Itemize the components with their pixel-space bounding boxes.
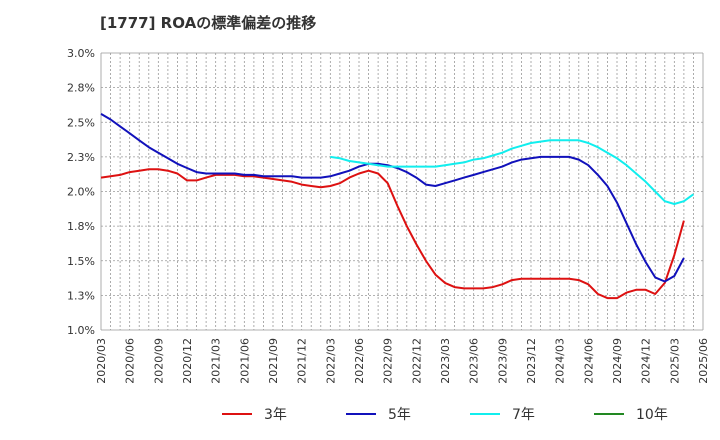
y-tick-label: 2.8% — [67, 82, 95, 95]
x-tick-label: 2024/12 — [640, 338, 653, 384]
series-line-1 — [100, 168, 685, 300]
x-tick-label: 2021/03 — [210, 338, 223, 384]
x-tick-label: 2023/03 — [439, 338, 452, 384]
y-tick-label: 1.8% — [67, 220, 95, 233]
x-tick-label: 2022/09 — [382, 338, 395, 384]
y-tick-label: 1.3% — [67, 289, 95, 302]
legend-label: 10年 — [636, 407, 668, 423]
series-line-2 — [100, 113, 685, 283]
x-tick-label: 2023/12 — [525, 338, 538, 384]
x-tick-label: 2024/03 — [554, 338, 567, 384]
legend-label: 5年 — [388, 407, 411, 423]
x-tick-label: 2023/06 — [468, 338, 481, 384]
x-tick-label: 2022/12 — [410, 338, 423, 384]
x-tick-label: 2020/12 — [181, 338, 194, 384]
x-tick-label: 2024/06 — [582, 338, 595, 384]
y-tick-label: 3.0% — [67, 47, 95, 60]
x-tick-label: 2021/09 — [267, 338, 280, 384]
x-tick-label: 2024/09 — [611, 338, 624, 384]
x-tick-label: 2022/03 — [324, 338, 337, 384]
legend-label: 7年 — [512, 407, 535, 423]
x-tick-label: 2023/09 — [496, 338, 509, 384]
y-tick-label: 2.5% — [67, 116, 95, 129]
y-tick-label: 2.3% — [67, 151, 95, 164]
legend-label: 3年 — [264, 407, 287, 423]
x-tick-label: 2021/06 — [238, 338, 251, 384]
y-tick-label: 1.5% — [67, 255, 95, 268]
x-tick-label: 2021/12 — [296, 338, 309, 384]
x-tick-label: 2020/09 — [152, 338, 165, 384]
x-tick-label: 2020/03 — [95, 338, 108, 384]
y-tick-label: 1.0% — [67, 324, 95, 337]
chart-title: [1777] ROAの標準偏差の推移 — [100, 14, 317, 32]
x-tick-label: 2022/06 — [353, 338, 366, 384]
x-tick-label: 2025/06 — [697, 338, 710, 384]
series-line-3 — [330, 139, 694, 205]
x-tick-label: 2025/03 — [668, 338, 681, 384]
x-tick-label: 2020/06 — [124, 338, 137, 384]
y-tick-label: 2.0% — [67, 186, 95, 199]
